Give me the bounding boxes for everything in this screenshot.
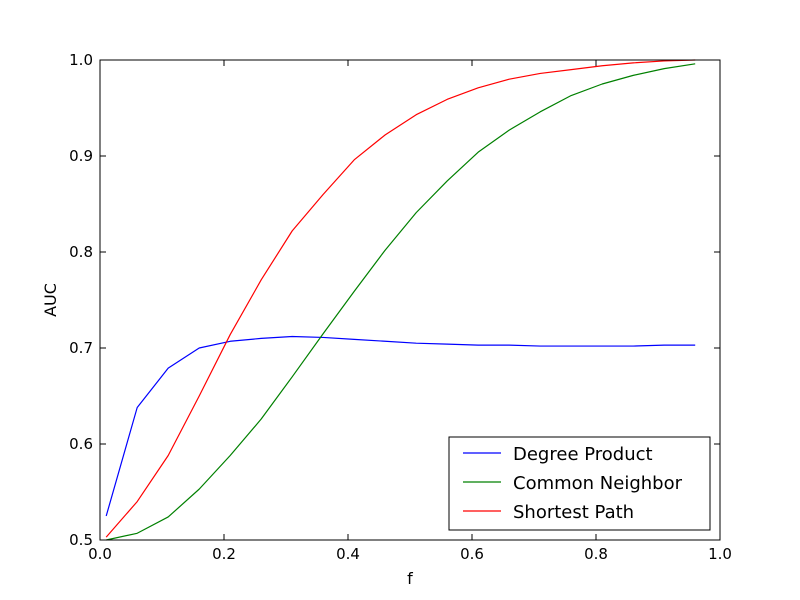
legend: Degree Product Common Neighbor Shortest …: [448, 436, 711, 531]
legend-label-degree-product: Degree Product: [513, 444, 653, 465]
x-tick-label: 0.2: [212, 545, 236, 563]
x-tick-label: 1.0: [708, 545, 732, 563]
series-line-degree-product: [105, 335, 696, 517]
legend-label-common-neighbor: Common Neighbor: [513, 473, 683, 494]
y-axis-title: AUC: [41, 283, 60, 317]
tick-label-layer: 0.0 0.2 0.4 0.6 0.8 1.0 0.5 0.6 0.7 0.8 0.9 1.0: [69, 51, 732, 563]
plot-frame: [99, 59, 721, 541]
y-tick-label: 0.8: [69, 243, 93, 261]
y-tick-label: 0.7: [69, 339, 93, 357]
y-tick-label: 0.9: [69, 147, 93, 165]
tick-layer: [99, 59, 721, 541]
y-tick-label: 0.5: [69, 531, 93, 549]
x-tick-label: 0.8: [584, 545, 608, 563]
x-tick-label: 0.6: [460, 545, 484, 563]
series-line-common-neighbor: [106, 63, 696, 541]
series-layer: [105, 59, 696, 541]
series-line-shortest-path: [105, 59, 696, 538]
legend-label-shortest-path: Shortest Path: [513, 502, 634, 523]
y-tick-label: 1.0: [69, 51, 93, 69]
y-tick-label: 0.6: [69, 435, 93, 453]
x-tick-label: 0.0: [88, 545, 112, 563]
x-tick-label: 0.4: [336, 545, 360, 563]
x-axis-title: f: [407, 569, 413, 588]
